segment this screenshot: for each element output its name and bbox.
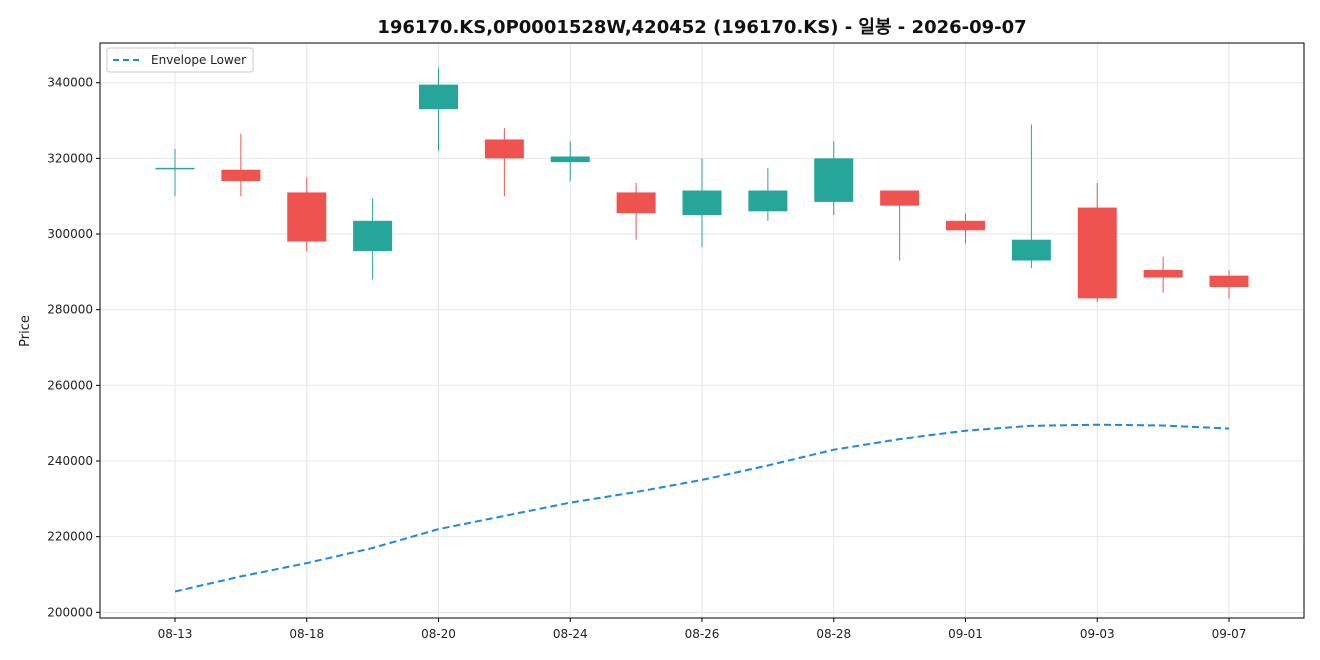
- candle: [1209, 269, 1249, 299]
- y-tick-label: 260000: [47, 378, 93, 392]
- y-tick-label: 320000: [47, 151, 93, 165]
- candle: [616, 182, 656, 240]
- x-tick-label: 08-28: [816, 627, 851, 641]
- y-tick-label: 280000: [47, 303, 93, 317]
- candle: [155, 148, 195, 197]
- x-tick-label: 08-26: [685, 627, 720, 641]
- envelope-layer: [174, 423, 1230, 593]
- candle: [1011, 124, 1051, 269]
- legend: Envelope Lower: [106, 47, 254, 73]
- candle-body: [1077, 207, 1117, 299]
- candle-body: [155, 167, 195, 170]
- x-tick-label: 09-01: [948, 627, 983, 641]
- candle: [748, 167, 788, 221]
- y-tick-label: 220000: [47, 530, 93, 544]
- x-tick-label: 08-13: [158, 627, 193, 641]
- candle: [550, 141, 590, 182]
- x-axis: 08-13 08-18 08-20 08-24 08-26 08-28 09-01 09-03…: [158, 618, 1247, 641]
- candle-body: [814, 158, 854, 202]
- candle-body: [682, 190, 722, 216]
- candle-body: [419, 84, 458, 110]
- y-tick-label: 200000: [47, 605, 93, 619]
- candle-body: [880, 190, 920, 206]
- candles-layer: [155, 67, 1249, 303]
- envelope-lower-line: [174, 423, 1230, 593]
- candle: [287, 177, 327, 252]
- candle-body: [353, 220, 393, 252]
- candle-body: [748, 190, 788, 212]
- candle: [1077, 182, 1117, 303]
- candle: [419, 67, 458, 151]
- candle-body: [616, 192, 656, 214]
- x-tick-label: 09-03: [1080, 627, 1115, 641]
- x-tick-label: 08-20: [421, 627, 456, 641]
- x-tick-label: 08-24: [553, 627, 588, 641]
- candle: [946, 213, 985, 244]
- candle: [484, 128, 524, 197]
- candle-body: [1143, 269, 1183, 278]
- candle-body: [946, 220, 985, 231]
- candle: [814, 141, 854, 216]
- legend-label-envelope-lower: Envelope Lower: [151, 53, 246, 67]
- y-axis: 200000 220000 240000 260000 280000 300000 3200…: [47, 76, 100, 619]
- legend-box: [106, 47, 254, 73]
- grid: [100, 43, 1304, 618]
- candle-body: [287, 192, 327, 242]
- x-tick-label: 09-07: [1212, 627, 1247, 641]
- candle: [1143, 256, 1183, 293]
- candle-body: [1209, 275, 1249, 287]
- candle-body: [550, 156, 590, 163]
- candle: [880, 190, 920, 261]
- candle-body: [484, 139, 524, 159]
- chart-title: 196170.KS,0P0001528W,420452 (196170.KS) …: [377, 17, 1026, 38]
- candle-body: [221, 169, 261, 182]
- y-axis-title: Price: [18, 315, 33, 347]
- y-tick-label: 340000: [47, 76, 93, 90]
- candle: [682, 158, 722, 248]
- x-tick-label: 08-18: [289, 627, 324, 641]
- candle: [353, 198, 393, 280]
- y-tick-label: 240000: [47, 454, 93, 468]
- candle-body: [1011, 239, 1051, 261]
- y-tick-label: 300000: [47, 227, 93, 241]
- candle: [221, 133, 261, 197]
